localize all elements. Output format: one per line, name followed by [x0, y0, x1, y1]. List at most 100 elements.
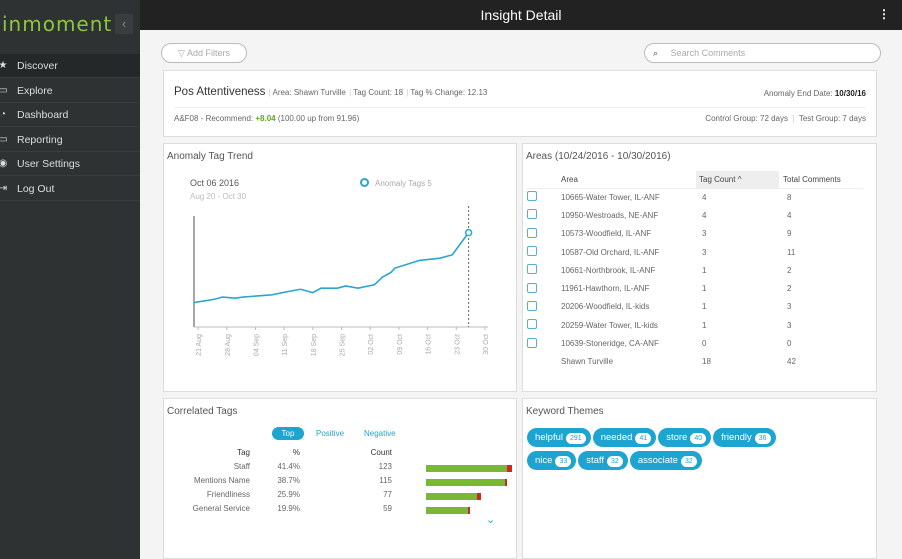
control-group: Control Group: 72 days	[705, 114, 789, 123]
tag-count: 4	[702, 210, 707, 220]
filter-icon: ▽	[178, 48, 185, 58]
keyword-count: 36	[754, 433, 771, 444]
negative-bar	[468, 507, 471, 514]
table-row[interactable]: 11961-Hawthorn, IL-ANF 1 2	[527, 279, 863, 297]
positive-bar	[426, 479, 506, 486]
tag-count: 3	[702, 229, 707, 239]
sidebar-item-dashboard[interactable]: ◔ Dashboard	[0, 103, 140, 127]
table-row[interactable]: Staff 41.4% 123	[164, 459, 392, 473]
collapse-sidebar-button[interactable]: ‹	[115, 14, 133, 34]
x-tick-label: 25 Sep	[340, 334, 347, 356]
tag-count: 3	[702, 247, 707, 257]
keyword-chip[interactable]: nice 33	[527, 451, 577, 470]
row-checkbox[interactable]	[527, 191, 537, 202]
chevron-left-icon: ‹	[121, 16, 127, 31]
area-name: 10587-Old Orchard, IL-ANF	[561, 247, 660, 257]
chat-icon: ▭	[0, 85, 8, 96]
tag-count: 123	[378, 461, 392, 471]
sidebar-item-explore[interactable]: ▭ Explore	[0, 79, 140, 103]
tab-positive[interactable]: Positive	[316, 429, 345, 438]
table-row[interactable]: 20259-Water Tower, IL-kids 1 3	[527, 316, 863, 334]
area-name: 11961-Hawthorn, IL-ANF	[561, 284, 650, 294]
table-row[interactable]: General Service 19.9% 59	[164, 501, 392, 515]
row-checkbox[interactable]	[527, 227, 537, 238]
x-tick-label: 30 Oct	[483, 334, 490, 355]
row-checkbox[interactable]	[527, 282, 537, 293]
table-row[interactable]: Mentions Name 38.7% 115	[164, 473, 392, 487]
row-checkbox[interactable]	[527, 209, 537, 220]
negative-bar	[507, 465, 512, 472]
total-row: Shawn Turville 18 42	[561, 357, 796, 367]
keyword-chip[interactable]: store 40	[658, 428, 712, 447]
kebab-icon[interactable]: ⋮	[878, 7, 890, 21]
row-checkbox[interactable]	[527, 264, 537, 275]
add-filters-button[interactable]: ▽ Add Filters	[161, 43, 247, 63]
keyword-chip[interactable]: staff 32	[578, 451, 628, 470]
table-row[interactable]: 10573-Woodfield, IL-ANF 3 9	[527, 225, 863, 243]
page-title: Insight Detail	[480, 7, 562, 23]
report-icon: ▭	[0, 134, 8, 145]
table-row[interactable]: 10661-Northbrook, IL-ANF 1 2	[527, 261, 863, 279]
selected-date: Oct 06 2016	[190, 178, 240, 188]
x-tick-label: 02 Oct	[368, 334, 375, 355]
positive-bar	[426, 465, 507, 472]
row-checkbox[interactable]	[527, 300, 537, 311]
tag-count: 1	[702, 284, 707, 294]
row-checkbox[interactable]	[527, 337, 537, 348]
star-icon: ★	[0, 60, 8, 71]
chevron-down-icon[interactable]: ⌄	[486, 514, 496, 526]
keyword-chip[interactable]: needed 41	[592, 428, 657, 447]
table-row[interactable]: Friendliness 25.9% 77	[164, 487, 392, 501]
tag-name: Mentions Name	[193, 475, 250, 485]
row-checkbox[interactable]	[527, 319, 537, 330]
keyword-chip[interactable]: associate 32	[629, 451, 702, 470]
tab-negative[interactable]: Negative	[364, 429, 396, 438]
total-comments: 4	[787, 210, 792, 220]
table-row[interactable]: 10587-Old Orchard, IL-ANF 3 11	[527, 243, 863, 261]
total-comments: 8	[787, 192, 792, 202]
total-comments: 3	[787, 302, 792, 312]
main-content: ▽ Add Filters ⌕ Search Comments Pos Atte…	[140, 30, 902, 559]
area-name: 10661-Northbrook, IL-ANF	[561, 265, 656, 275]
areas-table: Area Tag Count ^ Total Comments 10665-Wa…	[527, 171, 863, 371]
keyword-chip[interactable]: friendly 36	[713, 428, 776, 447]
keyword-chip[interactable]: helpful 291	[527, 428, 591, 447]
anomaly-trend-panel: Anomaly Tag Trend Oct 06 2016 Aug 20 - O…	[163, 143, 517, 392]
negative-bar	[477, 493, 481, 500]
column-header-area[interactable]: Area	[561, 174, 578, 184]
x-tick-label: 21 Aug	[196, 334, 203, 356]
tag-name: Staff	[233, 461, 250, 471]
keyword-count: 32	[607, 456, 623, 467]
search-comments-input[interactable]: ⌕ Search Comments	[644, 43, 881, 63]
tag-count: 1	[702, 265, 707, 275]
area-name: 10573-Woodfield, IL-ANF	[561, 229, 652, 239]
tag-name: Pos Attentiveness	[174, 86, 266, 98]
table-row[interactable]: 10665-Water Tower, IL-ANF 4 8	[527, 188, 863, 206]
sidebar-item-user-settings[interactable]: ◉ User Settings	[0, 152, 140, 176]
tag-change: Tag % Change: 12.13	[410, 88, 488, 97]
column-header-tag-count[interactable]: Tag Count ^	[696, 171, 779, 188]
positive-bar	[426, 507, 469, 514]
table-row[interactable]: 20206-Woodfield, IL-kids 1 3	[527, 298, 863, 316]
keyword-themes-panel: Keyword Themes helpful 291 needed 41 store 40…	[522, 398, 877, 559]
trend-chart: 21 Aug 28 Aug 04 Sep 11 Sep 18 Sep 25 Sep 02 O…	[193, 206, 490, 356]
keyword-count: 41	[635, 433, 652, 444]
keyword-count: 32	[680, 456, 697, 467]
negative-bar	[505, 479, 508, 486]
correlated-tags-panel: Correlated Tags Top Positive Negative Ta…	[163, 398, 517, 559]
table-row[interactable]: 10950-Westroads, NE-ANF 4 4	[527, 206, 863, 224]
tab-top[interactable]: Top	[272, 427, 304, 440]
table-row[interactable]: 10639-Stoneridge, CA-ANF 0 0	[527, 334, 863, 352]
tag-percent: 38.7%	[277, 475, 300, 485]
total-comments: 2	[787, 284, 792, 294]
correlated-tags-table: Tag% Count Staff 41.4% 123 Mentions Name 38.7…	[164, 445, 392, 515]
top-bar: Insight Detail ⋮	[140, 0, 902, 30]
x-tick-label: 16 Oct	[426, 334, 433, 355]
panel-title: Areas (10/24/2016 - 10/30/2016)	[526, 151, 671, 162]
sidebar-item-log-out[interactable]: ⇥ Log Out	[0, 177, 140, 201]
total-comments: 11	[787, 247, 796, 257]
sidebar-item-reporting[interactable]: ▭ Reporting	[0, 128, 140, 152]
column-header-total-comments[interactable]: Total Comments	[783, 174, 841, 184]
row-checkbox[interactable]	[527, 246, 537, 257]
sidebar-item-discover[interactable]: ★ Discover	[0, 54, 140, 78]
